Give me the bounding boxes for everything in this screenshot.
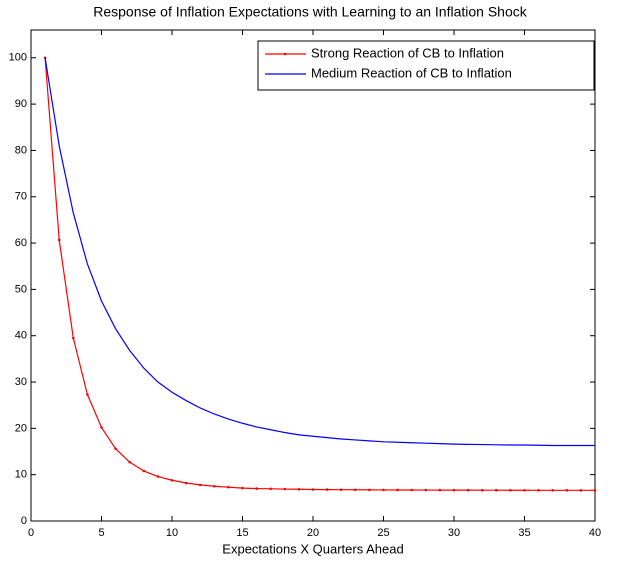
point: [523, 488, 526, 492]
y-tick-label: 60: [15, 237, 27, 249]
point: [339, 488, 343, 491]
point: [410, 488, 414, 492]
y-tick-label: 90: [15, 98, 27, 110]
point: [269, 487, 273, 491]
point: [480, 488, 484, 492]
y-tick-label: 0: [21, 515, 27, 527]
point: [311, 488, 315, 491]
point: [368, 488, 371, 492]
point: [424, 488, 428, 492]
point: [255, 487, 258, 490]
point: [325, 488, 329, 491]
x-tick-label: 5: [98, 527, 104, 539]
point: [184, 481, 188, 485]
legend-label: Strong Reaction of CB to Inflation: [311, 45, 504, 60]
point: [297, 487, 301, 491]
x-tick-label: 40: [589, 527, 601, 539]
point: [438, 488, 442, 492]
point: [72, 336, 75, 340]
legend-marker: [283, 52, 287, 56]
point: [156, 475, 160, 478]
x-tick-label: 0: [28, 527, 34, 539]
y-tick-label: 30: [15, 376, 27, 388]
point: [283, 487, 287, 491]
point: [509, 488, 512, 492]
point: [100, 426, 103, 429]
x-tick-label: 30: [448, 527, 460, 539]
y-tick-label: 80: [15, 144, 27, 156]
series-line: [44, 57, 595, 491]
series-line: [44, 57, 595, 447]
point: [466, 488, 470, 492]
x-tick-label: 10: [166, 527, 178, 539]
x-tick-label: 15: [236, 527, 248, 539]
chart-title: Response of Inflation Expectations with …: [93, 4, 527, 20]
point: [86, 393, 89, 396]
y-tick-label: 10: [15, 469, 27, 481]
point: [57, 238, 61, 242]
point: [382, 488, 385, 492]
point: [114, 447, 117, 451]
point: [579, 489, 583, 492]
point: [593, 489, 597, 492]
y-tick-label: 100: [9, 52, 27, 64]
plot-area: [30, 29, 596, 522]
point: [128, 460, 131, 464]
point: [227, 485, 230, 489]
y-tick-label: 50: [15, 283, 27, 295]
point: [396, 488, 399, 492]
x-tick-label: 20: [307, 527, 319, 539]
y-tick-label: 70: [15, 191, 27, 203]
point: [354, 488, 357, 492]
x-tick-label: 35: [518, 527, 530, 539]
legend-label: Medium Reaction of CB to Inflation: [311, 65, 512, 80]
point: [142, 469, 146, 473]
point: [537, 488, 540, 492]
point: [565, 489, 569, 492]
point: [213, 484, 216, 488]
x-axis-label: Expectations X Quarters Ahead: [222, 541, 403, 556]
point: [170, 478, 174, 482]
point: [452, 488, 456, 492]
legend-box: [257, 40, 595, 91]
point: [198, 483, 202, 487]
x-tick-label: 25: [377, 527, 389, 539]
point: [495, 488, 498, 492]
y-tick-label: 40: [15, 330, 27, 342]
y-tick-label: 20: [15, 422, 27, 434]
point: [241, 486, 244, 490]
point: [551, 488, 554, 492]
